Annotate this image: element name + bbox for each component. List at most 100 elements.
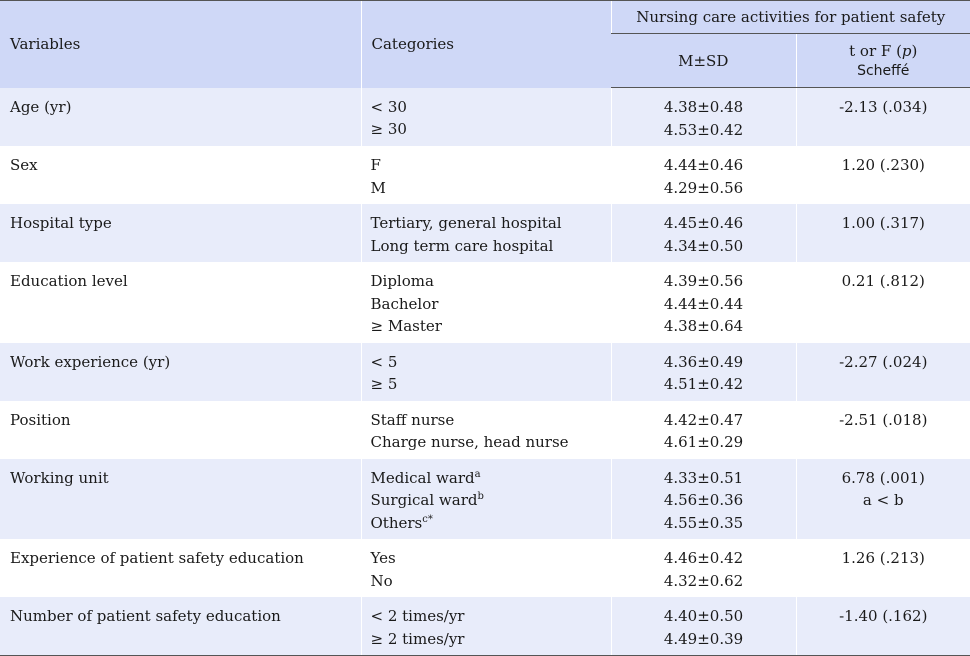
stat-value: 6.78 (.001)	[797, 467, 970, 490]
category-text: < 5	[371, 353, 398, 371]
stat-label-p: p	[902, 42, 912, 60]
msd-value: 4.38±0.64	[612, 315, 796, 338]
category-text: ≥ 30	[371, 120, 407, 138]
stat-text: -2.51 (.018)	[839, 411, 927, 429]
category-value: ≥ 2 times/yr	[371, 628, 611, 651]
category-value: Bachelor	[371, 293, 611, 316]
stat-text: 1.20 (.230)	[842, 156, 925, 174]
msd-value: 4.46±0.42	[612, 547, 796, 570]
msd-value: 4.56±0.36	[612, 489, 796, 512]
stat-text: 1.00 (.317)	[842, 214, 925, 232]
msd-value: 4.34±0.50	[612, 235, 796, 258]
variable-cell: Position	[0, 401, 361, 459]
msd-value: 4.45±0.46	[612, 212, 796, 235]
category-text: Tertiary, general hospital	[371, 214, 562, 232]
category-value: Long term care hospital	[371, 235, 611, 258]
msd-value: 4.44±0.44	[612, 293, 796, 316]
header-msd: M±SD	[611, 34, 796, 88]
stat-text: 0.21 (.812)	[842, 272, 925, 290]
msd-cell: 4.39±0.56 4.44±0.44 4.38±0.64	[611, 262, 796, 343]
msd-text: 4.46±0.42	[664, 549, 743, 567]
category-text: < 30	[371, 98, 407, 116]
stat-cell: -2.13 (.034)	[796, 88, 970, 147]
msd-text: 4.42±0.47	[664, 411, 743, 429]
stat-cell: -2.51 (.018)	[796, 401, 970, 459]
category-text: M	[371, 179, 386, 197]
scheffe-label: Scheffé	[798, 61, 970, 81]
msd-text: 4.34±0.50	[664, 237, 743, 255]
stat-label-prefix: t or F (	[849, 42, 902, 60]
msd-text: 4.51±0.42	[664, 375, 743, 393]
category-cell: < 5≥ 5	[361, 343, 611, 401]
category-cell: < 2 times/yr ≥ 2 times/yr	[361, 597, 611, 656]
msd-text: 4.56±0.36	[664, 491, 743, 509]
msd-cell: 4.40±0.50 4.49±0.39	[611, 597, 796, 656]
category-text: F	[371, 156, 381, 174]
stat-text: a < b	[863, 491, 904, 509]
category-text: < 2 times/yr	[371, 607, 465, 625]
stat-text: -2.13 (.034)	[839, 98, 927, 116]
msd-text: 4.61±0.29	[664, 433, 743, 451]
category-text: ≥ 5	[371, 375, 398, 393]
msd-value: 4.40±0.50	[612, 605, 796, 628]
stat-text: 1.26 (.213)	[842, 549, 925, 567]
category-text: Charge nurse, head nurse	[371, 433, 569, 451]
category-text: Long term care hospital	[371, 237, 554, 255]
stat-value: a < b	[797, 489, 970, 512]
category-value: Surgical wardb	[371, 489, 611, 512]
msd-cell: 4.42±0.47 4.61±0.29	[611, 401, 796, 459]
header-group: Nursing care activities for patient safe…	[611, 1, 970, 34]
category-text: ≥ Master	[371, 317, 442, 335]
table-row: Hospital type Tertiary, general hospital L…	[0, 204, 970, 262]
msd-text: 4.44±0.44	[664, 295, 743, 313]
msd-cell: 4.46±0.42 4.32±0.62	[611, 539, 796, 597]
stat-cell: 1.00 (.317)	[796, 204, 970, 262]
msd-cell: 4.45±0.46 4.34±0.50	[611, 204, 796, 262]
category-value: Othersc*	[371, 512, 611, 535]
table-row: Number of patient safety education< 2 ti…	[0, 597, 970, 656]
msd-text: 4.32±0.62	[664, 572, 743, 590]
msd-text: 4.49±0.39	[664, 630, 743, 648]
stat-value: 1.26 (.213)	[797, 547, 970, 570]
stat-value: -1.40 (.162)	[797, 605, 970, 628]
category-text: No	[371, 572, 393, 590]
category-value: Diploma	[371, 270, 611, 293]
msd-value: 4.29±0.56	[612, 177, 796, 200]
category-text: Staff nurse	[371, 411, 455, 429]
category-value: ≥ 30	[371, 118, 611, 141]
msd-value: 4.39±0.56	[612, 270, 796, 293]
variable-cell: Education level	[0, 262, 361, 343]
footnote-marker: c*	[422, 514, 433, 525]
msd-value: 4.53±0.42	[612, 119, 796, 142]
stat-value: -2.27 (.024)	[797, 351, 970, 374]
category-cell: Staff nurse Charge nurse, head nurse	[361, 401, 611, 459]
table-header: Variables Categories Nursing care activi…	[0, 1, 970, 88]
msd-text: 4.45±0.46	[664, 214, 743, 232]
category-value: < 2 times/yr	[371, 605, 611, 628]
msd-text: 4.44±0.46	[664, 156, 743, 174]
table-row: Position Staff nurse Charge nurse, head nu…	[0, 401, 970, 459]
msd-value: 4.61±0.29	[612, 431, 796, 454]
msd-text: 4.38±0.64	[664, 317, 743, 335]
header-variables: Variables	[0, 1, 361, 88]
stat-cell: -1.40 (.162)	[796, 597, 970, 656]
stat-text: 6.78 (.001)	[842, 469, 925, 487]
msd-value: 4.55±0.35	[612, 512, 796, 535]
category-cell: Tertiary, general hospital Long term care…	[361, 204, 611, 262]
msd-value: 4.33±0.51	[612, 467, 796, 490]
category-text: Surgical ward	[371, 491, 478, 509]
category-value: Charge nurse, head nurse	[371, 431, 611, 454]
stat-value: 1.20 (.230)	[797, 154, 970, 177]
stat-cell: -2.27 (.024)	[796, 343, 970, 401]
category-value: M	[371, 177, 611, 200]
stat-cell: 0.21 (.812)	[796, 262, 970, 343]
variable-cell: Hospital type	[0, 204, 361, 262]
category-value: Medical warda	[371, 467, 611, 490]
msd-text: 4.36±0.49	[664, 353, 743, 371]
